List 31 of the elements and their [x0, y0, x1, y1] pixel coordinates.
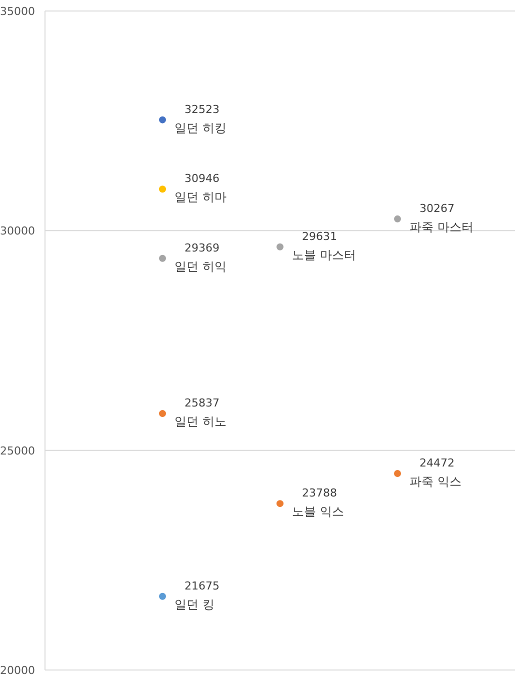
point — [394, 215, 401, 222]
point — [394, 470, 401, 478]
point — [159, 116, 166, 124]
point — [159, 592, 166, 600]
series-label: 노블 마스터 — [292, 248, 356, 262]
data-label: 25837 — [184, 396, 220, 410]
series-label: 파죽 마스터 — [410, 220, 474, 234]
point — [159, 254, 166, 262]
data-label: 21675 — [184, 579, 220, 592]
series-label: 일던 히마 — [174, 190, 226, 204]
point — [159, 410, 166, 418]
series-label: 노블 익스 — [292, 504, 344, 519]
point — [159, 186, 166, 193]
data-label: 30267 — [420, 202, 454, 215]
series-label: 일던 히킹 — [174, 120, 226, 135]
series-label: 일던 히노 — [174, 414, 226, 429]
y-tick-label: 30000 — [0, 224, 35, 238]
point — [276, 500, 284, 508]
y-tick-label: 35000 — [0, 5, 35, 18]
data-label: 24472 — [420, 456, 454, 470]
data-label: 30946 — [184, 172, 220, 186]
data-label: 29631 — [302, 230, 337, 243]
point — [276, 243, 284, 250]
series-label: 일던 킹 — [174, 597, 214, 612]
y-tick-label: 20000 — [0, 664, 35, 677]
data-label: 32523 — [184, 102, 220, 116]
series-label: 파죽 익스 — [410, 474, 462, 489]
data-label: 23788 — [302, 486, 337, 500]
series-label: 일던 히익 — [174, 259, 226, 274]
data-label: 29369 — [184, 241, 220, 254]
y-tick-label: 25000 — [0, 444, 35, 458]
